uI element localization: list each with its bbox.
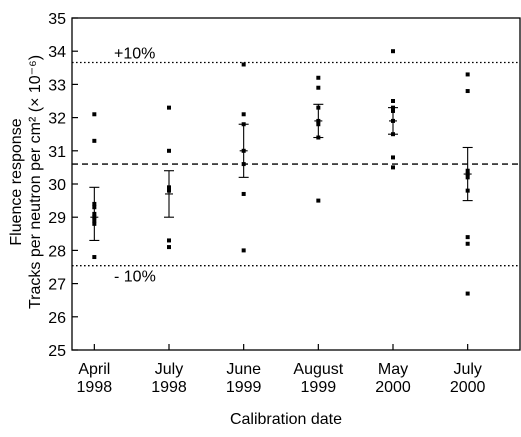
data-point — [465, 175, 470, 180]
reference-line-label: - 10% — [114, 269, 156, 286]
data-point — [391, 49, 395, 54]
data-point — [241, 122, 246, 127]
data-point — [316, 75, 321, 80]
y-tick-label: 31 — [48, 144, 66, 161]
data-point — [316, 135, 321, 140]
data-point — [92, 218, 97, 223]
y-tick-label: 28 — [48, 243, 66, 260]
data-point — [316, 198, 321, 203]
data-point — [391, 108, 395, 113]
data-point — [241, 162, 246, 167]
data-point — [465, 188, 470, 193]
x-tick-label-month: August — [293, 361, 343, 378]
data-point — [316, 85, 321, 90]
data-point — [241, 191, 246, 196]
data-point — [465, 291, 470, 296]
data-point — [92, 215, 97, 220]
data-point — [92, 221, 97, 226]
data-point — [92, 205, 97, 210]
y-axis-ticks: 25 26 27 28 29 30 31 32 33 34 35 — [48, 11, 78, 360]
x-tick-label-year: 1998 — [77, 379, 113, 396]
data-point — [92, 211, 97, 216]
data-point — [316, 118, 321, 123]
data-point — [167, 105, 171, 110]
data-point — [391, 155, 395, 160]
data-point — [167, 238, 171, 243]
y-tick-label: 34 — [48, 44, 66, 61]
data-point — [92, 138, 97, 143]
y-tick-label: 32 — [48, 111, 66, 128]
y-tick-label: 26 — [48, 310, 66, 327]
data-point — [465, 172, 470, 177]
x-tick-label-month: June — [226, 361, 261, 378]
y-tick-label: 35 — [48, 11, 66, 28]
data-point — [92, 112, 97, 117]
data-point — [391, 118, 395, 123]
data-point — [391, 132, 395, 137]
x-axis-ticks: April1998July1998June1999August1999May20… — [77, 344, 486, 396]
data-point — [92, 201, 97, 206]
data-point — [391, 165, 395, 170]
data-point — [241, 112, 246, 117]
x-tick-label-year: 2000 — [450, 379, 486, 396]
y-tick-label: 33 — [48, 77, 66, 94]
data-point — [465, 235, 470, 240]
data-point — [241, 248, 246, 253]
data-point — [391, 99, 395, 103]
data-point — [167, 185, 171, 190]
x-tick-label-year: 2000 — [375, 379, 411, 396]
data-point — [167, 148, 171, 153]
data-point — [167, 245, 171, 250]
y-axis-title-line1: Fluence response — [8, 118, 25, 245]
x-tick-label-year: 1999 — [226, 379, 262, 396]
data-point — [465, 241, 470, 246]
data-point — [316, 122, 321, 127]
data-points — [92, 49, 470, 296]
data-point — [391, 105, 395, 110]
error-bars — [89, 103, 473, 241]
x-tick-label-month: July — [155, 361, 183, 378]
y-tick-label: 25 — [48, 343, 66, 360]
y-tick-label: 27 — [48, 277, 66, 294]
reference-lines: +10% - 10% — [72, 45, 520, 286]
y-tick-label: 30 — [48, 177, 66, 194]
data-point — [316, 105, 321, 110]
data-point — [465, 72, 470, 77]
data-point — [465, 168, 470, 173]
reference-line-label: +10% — [114, 45, 155, 62]
x-tick-label-year: 1999 — [301, 379, 337, 396]
x-tick-label-month: May — [378, 361, 408, 378]
x-tick-label-month: April — [78, 361, 110, 378]
plot-frame — [71, 17, 521, 351]
x-axis-title: Calibration date — [230, 411, 342, 428]
x-tick-label-month: July — [453, 361, 481, 378]
y-axis-title-line2: Tracks per neutron per cm² (× 10⁻⁶) — [27, 55, 44, 309]
x-tick-label-year: 1998 — [151, 379, 187, 396]
data-point — [241, 148, 246, 153]
data-point — [92, 255, 97, 260]
data-point — [167, 188, 171, 193]
data-point — [241, 62, 246, 67]
y-tick-label: 29 — [48, 210, 66, 227]
data-point — [465, 89, 470, 94]
